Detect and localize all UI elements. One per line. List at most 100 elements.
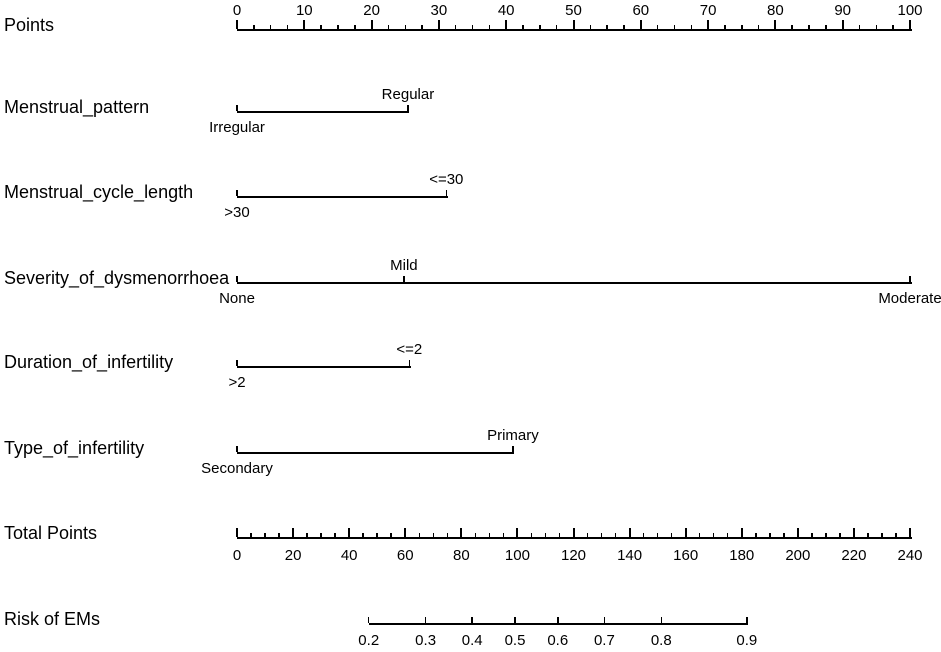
points-minor-tick: [471, 25, 474, 29]
total-points-minor-tick: [839, 533, 841, 537]
duration-of-infertility-level-tick: [408, 360, 411, 366]
risk-of-ems-tick-label: 0.2: [358, 632, 380, 649]
duration-of-infertility-line: [237, 366, 411, 368]
total-points-minor-tick: [544, 533, 547, 537]
type-of-infertility-level-label-secondary: Secondary: [201, 460, 273, 477]
points-tick-label: 90: [834, 2, 852, 19]
total-points-minor-tick: [250, 533, 252, 537]
menstrual-pattern-level-label-irregular: Irregular: [209, 119, 265, 136]
points-major-tick: [505, 20, 508, 29]
menstrual-cycle-length-level-tick: [445, 190, 448, 196]
total-points-major-tick: [404, 528, 407, 537]
row-label-type-of-infertility: Type_of_infertility: [4, 438, 145, 458]
points-minor-tick: [858, 25, 861, 29]
points-major-tick: [909, 20, 911, 29]
points-minor-tick: [488, 25, 491, 29]
total-points-tick-label: 40: [340, 547, 358, 564]
points-minor-tick: [892, 25, 894, 29]
points-tick-label: 50: [565, 2, 582, 19]
risk-of-ems-tick: [514, 617, 516, 623]
total-points-major-tick: [460, 528, 463, 537]
risk-of-ems-tick: [660, 617, 662, 623]
points-major-tick: [841, 20, 844, 29]
points-minor-tick: [387, 25, 390, 29]
risk-of-ems-tick-label: 0.5: [504, 632, 526, 649]
duration-of-infertility-level-label--2: >2: [228, 374, 246, 391]
severity-of-dysmenorrhoea-level-tick: [909, 276, 911, 282]
points-major-tick: [370, 20, 373, 29]
total-points-minor-tick: [726, 533, 729, 537]
total-points-minor-tick: [558, 533, 561, 537]
points-minor-tick: [808, 25, 810, 29]
total-points-minor-tick: [586, 533, 589, 537]
points-minor-tick: [404, 25, 406, 29]
total-points-major-tick: [909, 528, 911, 537]
risk-of-ems-tick-label: 0.9: [736, 632, 758, 649]
points-tick-label: 40: [497, 2, 515, 19]
severity-of-dysmenorrhoea-level-tick: [403, 276, 405, 282]
row-label-risk-of-ems: Risk of EMs: [4, 609, 101, 629]
points-major-tick: [236, 20, 238, 29]
total-points-minor-tick: [376, 533, 378, 537]
total-points-minor-tick: [769, 533, 771, 537]
total-points-minor-tick: [614, 533, 617, 537]
row-label-total-points: Total Points: [4, 523, 98, 543]
points-minor-tick: [825, 25, 827, 29]
points-minor-tick: [589, 25, 592, 29]
total-points-minor-tick: [334, 533, 336, 537]
total-points-tick-label: 160: [673, 547, 699, 564]
points-tick-label: 60: [632, 2, 650, 19]
total-points-minor-tick: [642, 533, 645, 537]
total-points-tick-label: 180: [729, 547, 755, 564]
row-label-points: Points: [4, 15, 55, 35]
risk-of-ems-tick: [471, 617, 473, 623]
points-minor-tick: [337, 25, 339, 29]
total-points-minor-tick: [474, 533, 477, 537]
total-points-tick-label: 0: [232, 547, 242, 564]
type-of-infertility-level-label-primary: Primary: [487, 427, 539, 444]
total-points-minor-tick: [320, 533, 322, 537]
points-minor-tick: [656, 25, 659, 29]
menstrual-cycle-length-level-label--30: <=30: [429, 171, 464, 188]
points-tick-label: 100: [897, 2, 923, 19]
points-tick-label: 0: [232, 2, 242, 19]
total-points-major-tick: [572, 528, 575, 537]
total-points-tick-label: 140: [617, 547, 643, 564]
points-minor-tick: [724, 25, 726, 29]
total-points-major-tick: [348, 528, 351, 537]
points-minor-tick: [454, 25, 457, 29]
severity-of-dysmenorrhoea-line: [237, 282, 912, 284]
risk-of-ems-tick: [424, 617, 427, 623]
points-minor-tick: [741, 25, 743, 29]
total-points-major-tick: [684, 528, 687, 537]
total-points-minor-tick: [432, 533, 435, 537]
total-points-minor-tick: [530, 533, 533, 537]
total-points-major-tick: [236, 528, 238, 537]
points-tick-label: 30: [430, 2, 448, 19]
points-axis-line: [237, 29, 912, 31]
points-minor-tick: [253, 25, 255, 29]
risk-of-ems-tick-label: 0.3: [415, 632, 437, 649]
points-minor-tick: [269, 25, 272, 29]
total-points-minor-tick: [446, 533, 449, 537]
row-label-duration-of-infertility: Duration_of_infertility: [4, 352, 174, 372]
points-minor-tick: [690, 25, 693, 29]
total-points-major-tick: [628, 528, 631, 537]
total-points-major-tick: [852, 528, 855, 537]
type-of-infertility-line: [237, 452, 515, 454]
points-minor-tick: [286, 25, 289, 29]
risk-of-ems-tick: [746, 617, 748, 623]
total-points-minor-tick: [278, 533, 280, 537]
type-of-infertility-level-tick: [512, 446, 514, 452]
total-points-minor-tick: [390, 533, 392, 537]
total-points-minor-tick: [656, 533, 659, 537]
duration-of-infertility-level-label--2: <=2: [396, 341, 423, 358]
points-major-tick: [707, 20, 710, 29]
points-tick-label: 70: [699, 2, 717, 19]
risk-of-ems-tick-label: 0.8: [650, 632, 672, 649]
points-minor-tick: [623, 25, 625, 29]
points-minor-tick: [673, 25, 676, 29]
total-points-tick-label: 200: [785, 547, 811, 564]
risk-of-ems-tick-label: 0.4: [461, 632, 483, 649]
severity-of-dysmenorrhoea-level-label-none: None: [219, 290, 255, 307]
